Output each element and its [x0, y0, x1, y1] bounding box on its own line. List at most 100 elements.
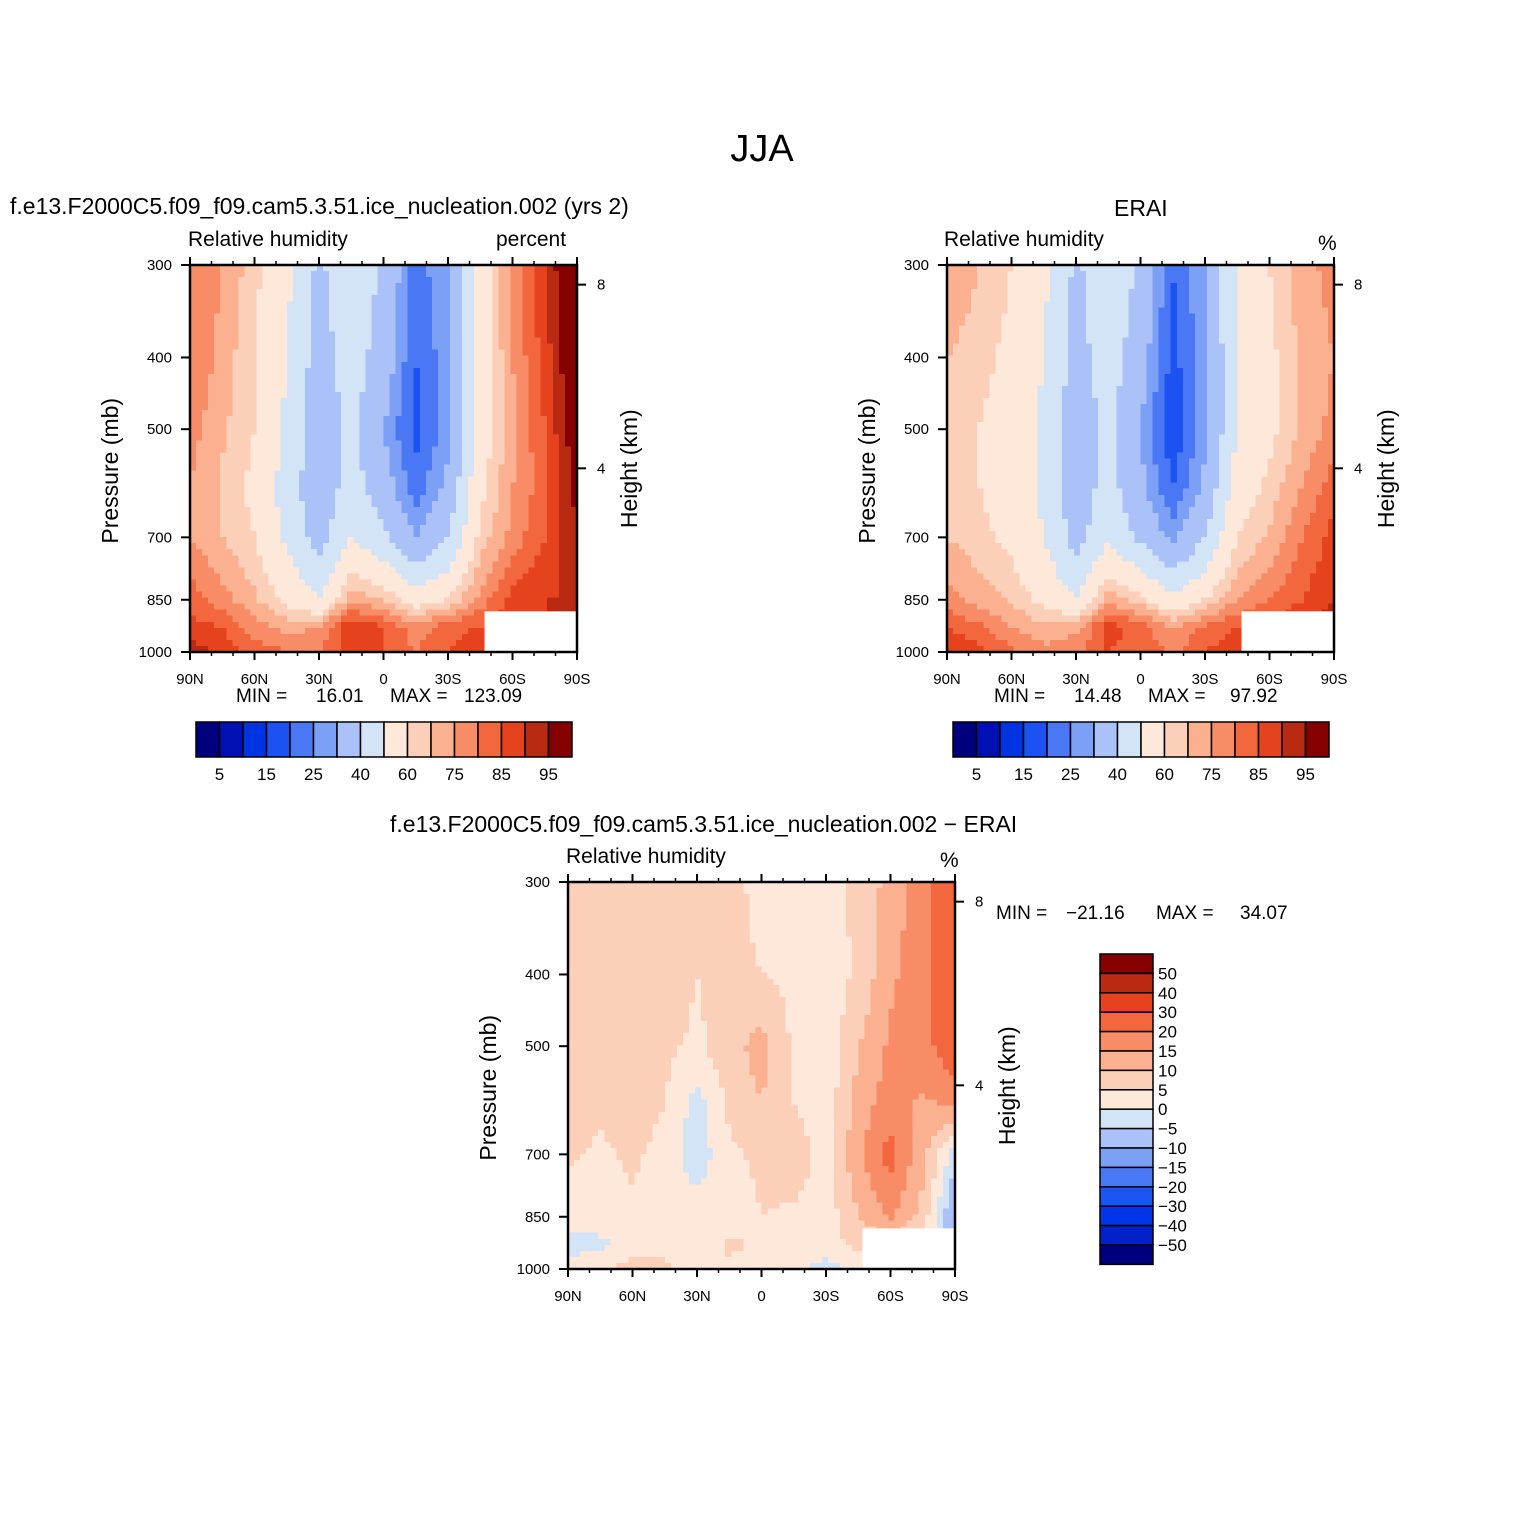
field-cell [268, 591, 276, 599]
field-cell [226, 645, 233, 653]
field-cell [522, 373, 530, 381]
field-cell [540, 446, 548, 454]
field-cell [316, 482, 324, 490]
field-cell [238, 379, 246, 387]
field-cell [268, 452, 276, 460]
field-cell [462, 506, 469, 514]
field-cell [431, 404, 439, 411]
field-cell [250, 440, 258, 448]
field-cell [377, 337, 385, 345]
field-cell [244, 277, 252, 284]
field-cell [329, 579, 336, 587]
field-cell [516, 367, 524, 375]
field-cell [570, 458, 578, 466]
field-cell [456, 428, 463, 435]
field-cell [413, 422, 421, 429]
field-cell [310, 416, 318, 423]
field-cell [190, 379, 197, 387]
field-cell [244, 525, 252, 532]
field-cell [190, 555, 197, 562]
field-cell [359, 603, 366, 611]
field-cell [238, 615, 246, 623]
field-cell [450, 488, 457, 496]
field-cell [1152, 331, 1160, 339]
field-cell [359, 404, 366, 411]
field-cell [1128, 307, 1136, 314]
field-cell [256, 398, 264, 405]
field-cell [407, 416, 415, 423]
field-cell [1001, 295, 1009, 302]
field-cell [480, 361, 487, 369]
field-cell [292, 537, 300, 544]
field-cell [244, 591, 252, 599]
field-cell [443, 410, 451, 417]
field-cell [456, 525, 463, 532]
field-cell [1321, 319, 1329, 327]
field-cell [256, 591, 264, 599]
field-cell [401, 573, 409, 581]
field-cell [280, 391, 288, 399]
field-cell [208, 482, 215, 490]
field-cell [971, 313, 978, 321]
field-cell [383, 543, 391, 550]
field-cell [274, 585, 282, 593]
field-cell [564, 579, 572, 587]
field-cell [347, 512, 354, 520]
field-cell [450, 531, 457, 538]
field-cell [1067, 289, 1075, 296]
field-cell [389, 500, 397, 508]
field-cell [995, 265, 1003, 272]
field-cell [510, 391, 518, 399]
field-cell [1309, 265, 1317, 272]
field-cell [298, 391, 306, 399]
field-cell [510, 277, 518, 284]
field-cell [202, 398, 209, 405]
field-cell [1073, 265, 1081, 272]
field-cell [540, 525, 548, 532]
field-cell [1237, 319, 1244, 327]
field-cell [316, 494, 324, 502]
field-cell [292, 555, 300, 562]
field-cell [528, 373, 536, 381]
field-cell [292, 349, 300, 357]
field-cell [196, 518, 203, 526]
field-cell [389, 367, 397, 375]
field-cell [486, 555, 493, 562]
field-cell [274, 506, 282, 514]
field-cell [450, 512, 457, 520]
field-cell [310, 434, 318, 441]
field-cell [208, 452, 215, 460]
field-cell [335, 609, 342, 617]
field-cell [268, 464, 276, 472]
field-cell [450, 482, 457, 490]
field-cell [220, 470, 227, 478]
field-cell [413, 313, 421, 321]
field-cell [377, 289, 385, 296]
field-cell [450, 464, 457, 472]
field-cell [516, 410, 524, 417]
field-cell [238, 488, 246, 496]
field-cell [516, 349, 524, 357]
field-cell [298, 337, 306, 345]
field-cell [528, 355, 536, 363]
field-cell [965, 265, 972, 272]
field-cell [310, 385, 318, 393]
field-cell [329, 464, 336, 472]
field-cell [353, 289, 360, 296]
field-cell [1055, 265, 1063, 272]
field-cell [1049, 277, 1057, 284]
field-cell [480, 410, 487, 417]
field-cell [286, 349, 294, 357]
field-cell [431, 337, 439, 345]
field-cell [262, 289, 270, 296]
field-cell [546, 331, 554, 339]
field-cell [1092, 295, 1099, 302]
field-cell [407, 500, 415, 508]
field-cell [419, 597, 427, 605]
field-cell [335, 404, 342, 411]
field-cell [1200, 331, 1208, 339]
field-cell [1067, 265, 1075, 272]
field-cell [226, 621, 233, 629]
field-cell [347, 597, 354, 605]
field-cell [256, 506, 264, 514]
